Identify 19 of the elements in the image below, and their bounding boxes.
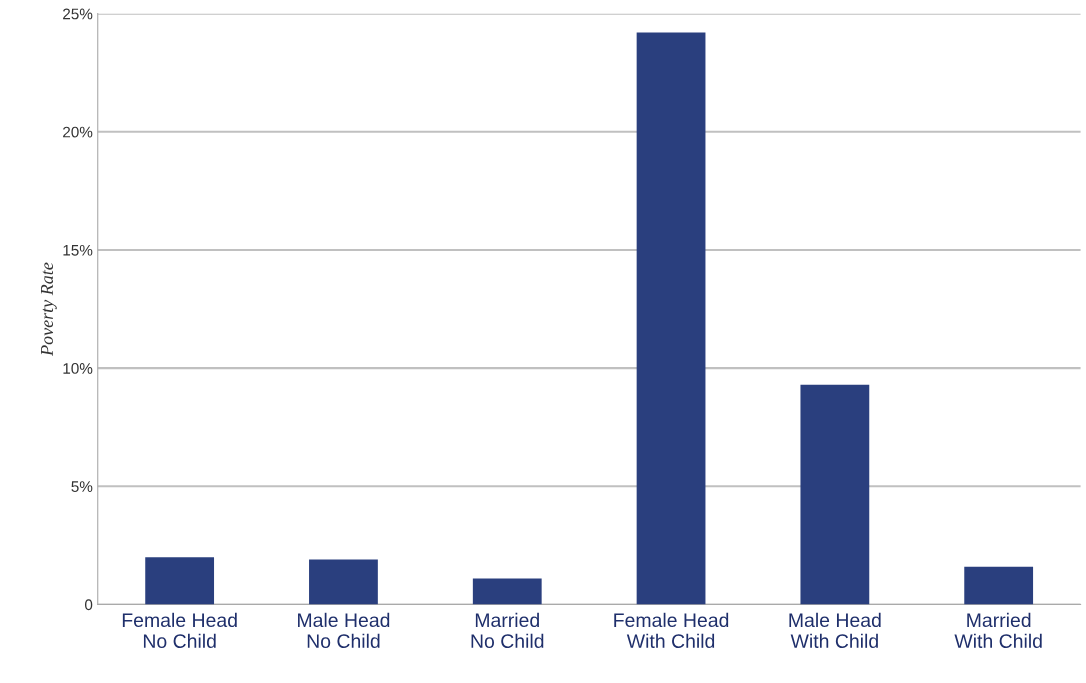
y-tick-label: 0 [84, 599, 93, 611]
y-tick-label: 25% [63, 8, 93, 20]
bar [309, 559, 378, 605]
bar [145, 557, 215, 605]
x-tick-label: Married With Child [954, 612, 1042, 649]
x-tick-label: Female Head No Child [122, 612, 237, 649]
x-tick-label: Male Head With Child [789, 612, 881, 649]
x-tick-label: Male Head No Child [298, 612, 390, 649]
bar [636, 32, 706, 605]
bar [800, 384, 870, 605]
y-tick-label: 5% [71, 481, 93, 492]
y-tick-label: 15% [63, 244, 93, 256]
y-tick-label: 10% [63, 363, 93, 374]
x-tick-label: Female Head With Child [614, 612, 729, 649]
bar [472, 578, 542, 605]
bar [964, 566, 1034, 605]
y-axis-title: Poverty Rate [41, 262, 57, 357]
x-tick-label: Married No Child [471, 612, 544, 649]
y-tick-label: 20% [63, 126, 93, 138]
